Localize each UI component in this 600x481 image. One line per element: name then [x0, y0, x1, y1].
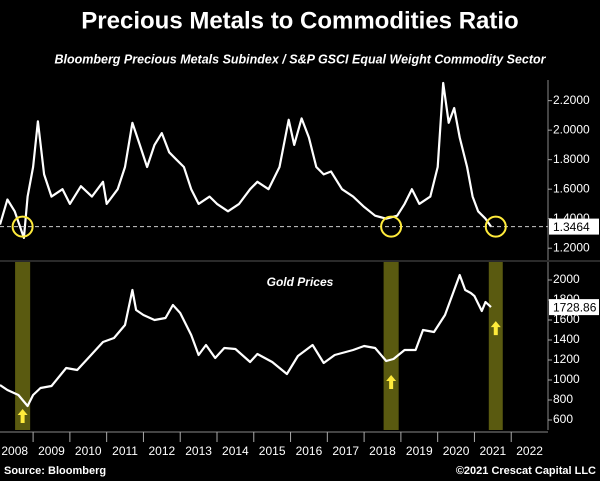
- arrow: [386, 375, 397, 389]
- x-tick-label: 2016: [296, 444, 323, 458]
- highlight-circle: [380, 215, 403, 238]
- arrow: [17, 409, 28, 423]
- y-tick-label: 2000: [553, 272, 580, 286]
- value-box: [549, 299, 599, 316]
- source: Source: Bloomberg: [4, 465, 106, 477]
- y-tick-label: 2.0000: [553, 122, 590, 136]
- highlight-band: [488, 262, 503, 430]
- x-tick-label: 2015: [259, 444, 286, 458]
- x-tick-label: 2008: [1, 444, 28, 458]
- x-tick-label: 2014: [222, 444, 249, 458]
- highlight-band: [383, 262, 399, 430]
- y-tick-label: 1.8000: [553, 152, 590, 166]
- chart-subtitle: Bloomberg Precious Metals Subindex / S&P…: [54, 52, 546, 66]
- y-tick-label: 1000: [553, 372, 580, 386]
- line: [0, 273, 492, 408]
- x-tick-label: 2022: [516, 444, 543, 458]
- copyright: ©2021 Crescat Capital LLC: [456, 465, 596, 477]
- highlight-circle: [484, 215, 507, 238]
- last-value-label: 1728.86: [553, 300, 597, 314]
- x-tick-label: 2013: [185, 444, 212, 458]
- x-tick-label: 2018: [369, 444, 396, 458]
- x-tick-label: 2019: [406, 444, 433, 458]
- y-tick-label: 600: [553, 412, 573, 426]
- value-box: [549, 218, 599, 235]
- highlight-circle: [11, 215, 34, 238]
- y-tick-label: 1.6000: [553, 181, 590, 195]
- x-tick-label: 2012: [148, 444, 175, 458]
- y-tick-label: 1400: [553, 332, 580, 346]
- x-tick-label: 2020: [443, 444, 470, 458]
- highlight-band: [15, 262, 31, 430]
- arrow: [490, 321, 501, 336]
- x-tick-label: 2010: [75, 444, 102, 458]
- x-tick-label: 2021: [479, 444, 506, 458]
- y-tick-label: 800: [553, 392, 573, 406]
- line: [0, 81, 492, 239]
- y-tick-label: 2.2000: [553, 93, 590, 107]
- x-tick-label: 2009: [38, 444, 65, 458]
- chart-title: Precious Metals to Commodities Ratio: [81, 7, 518, 34]
- x-tick-label: 2011: [112, 444, 138, 458]
- y-tick-label: 1600: [553, 312, 580, 326]
- y-tick-label: 1200: [553, 352, 580, 366]
- x-tick-label: 2017: [332, 444, 359, 458]
- last-value-label: 1.3464: [553, 220, 590, 234]
- y-tick-label: 1.2000: [553, 240, 590, 254]
- panel-label: Gold Prices: [267, 275, 334, 289]
